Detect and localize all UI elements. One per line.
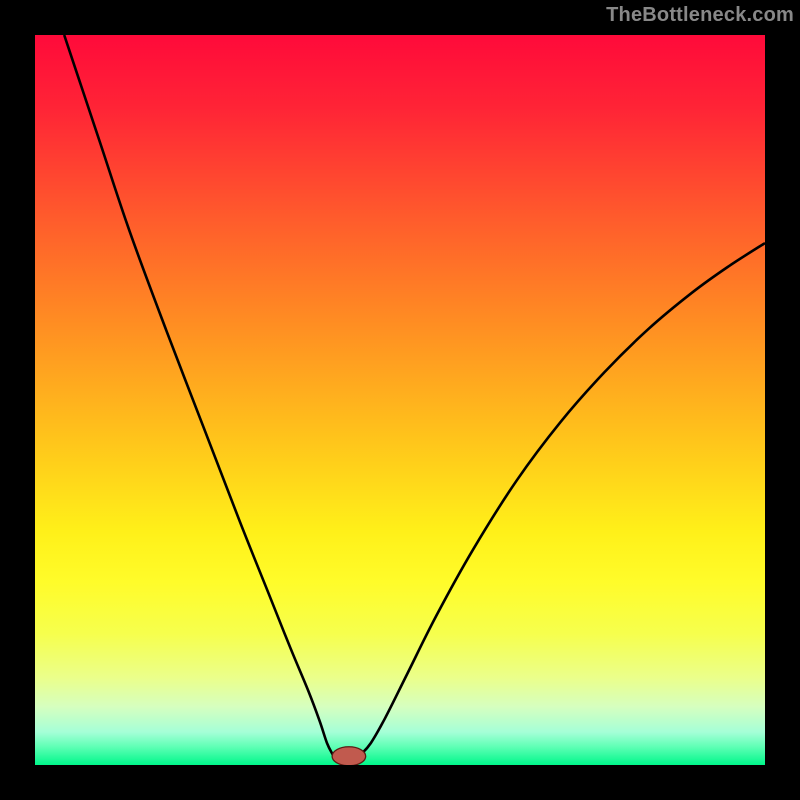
image-root: TheBottleneck.com <box>0 0 800 800</box>
plot-area <box>35 35 765 765</box>
gradient-fill-rect <box>35 35 765 765</box>
optimal-point-marker <box>332 747 366 765</box>
chart-svg <box>35 35 765 765</box>
watermark-text: TheBottleneck.com <box>606 4 794 27</box>
